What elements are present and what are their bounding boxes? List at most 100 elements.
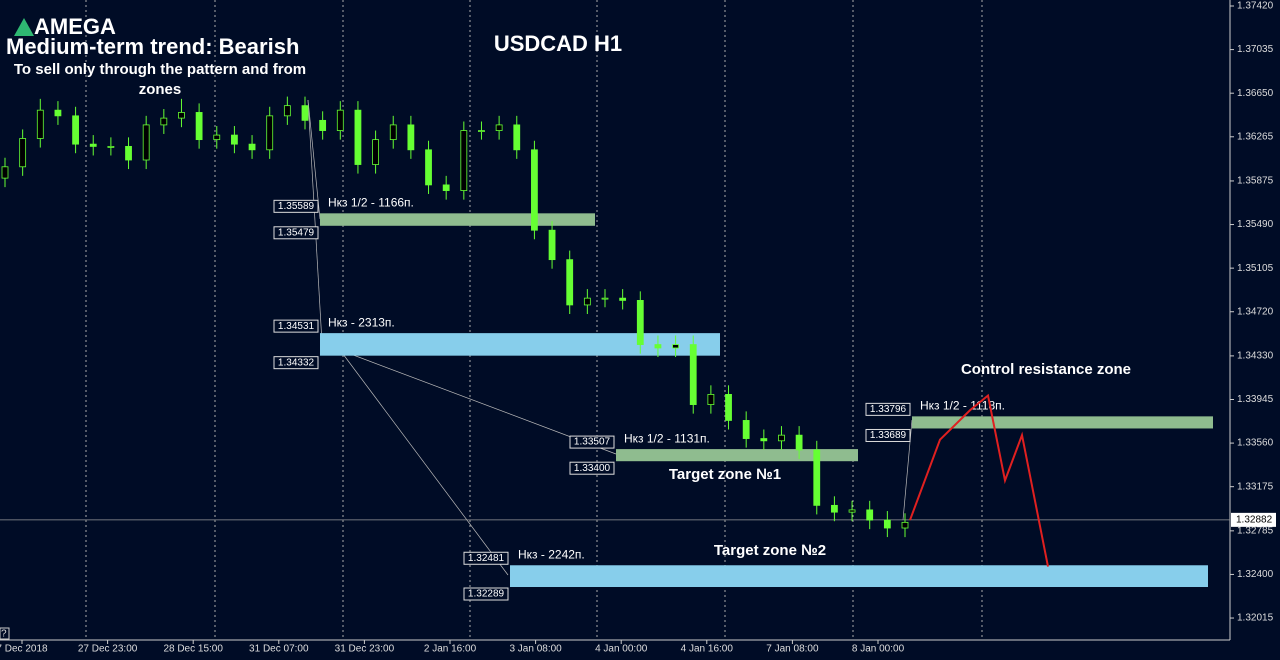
zone-label: Нкз - 2313п. <box>328 315 395 329</box>
y-tick-label: 1.34720 <box>1237 306 1274 317</box>
candle-body <box>283 105 291 117</box>
price-box-label: 1.33400 <box>574 463 611 474</box>
y-tick-label: 1.35105 <box>1237 263 1274 274</box>
price-box-label: 1.33796 <box>870 404 907 415</box>
candle-body <box>389 124 397 141</box>
price-box <box>865 428 911 442</box>
candle-body <box>1 166 9 179</box>
candle-body <box>495 124 503 131</box>
candle-body <box>160 117 168 126</box>
annotation: Target zone №2 <box>714 542 826 559</box>
candle-body <box>354 109 362 165</box>
candle-body <box>89 143 97 147</box>
candle-body <box>619 297 627 301</box>
candle-body <box>336 109 344 131</box>
candle-body <box>654 344 662 349</box>
price-box <box>273 226 319 240</box>
price-box <box>569 461 615 475</box>
candle-body <box>583 297 591 306</box>
candle-body <box>442 184 450 191</box>
help-box <box>0 627 10 640</box>
y-tick-label: 1.37035 <box>1237 44 1274 55</box>
price-box <box>273 356 319 370</box>
candle-body <box>778 434 785 442</box>
logo-icon <box>14 18 34 36</box>
candle-body <box>707 393 715 405</box>
zone-label: Нкз 1/2 - 1118п. <box>920 399 1005 413</box>
x-tick-label: 4 Jan 16:00 <box>681 644 734 655</box>
candle-body <box>54 109 62 117</box>
current-price-box <box>1231 512 1276 527</box>
day-separators <box>85 0 983 640</box>
candle-body <box>107 146 115 148</box>
candle-body <box>425 149 432 186</box>
y-tick-label: 1.32785 <box>1237 525 1274 536</box>
x-tick-label: 27 Dec 23:00 <box>78 644 138 655</box>
forecast-line <box>909 393 1049 567</box>
price-box-label: 1.35589 <box>278 201 315 212</box>
y-tick-label: 1.33560 <box>1237 438 1274 449</box>
candle-body <box>672 344 679 349</box>
help: ? <box>1 629 7 640</box>
price-box <box>273 319 319 333</box>
candle-body <box>689 344 697 405</box>
x-tick-label: 3 Jan 08:00 <box>509 644 562 655</box>
candle-body <box>901 521 909 529</box>
candle-body <box>795 434 803 451</box>
candle-body <box>72 115 79 145</box>
candle-body <box>248 143 256 151</box>
brand: AMEGA <box>34 14 116 39</box>
candle-body <box>831 504 838 513</box>
x-tick-label: 7 Jan 08:00 <box>766 644 819 655</box>
zone <box>912 416 1213 429</box>
zone <box>320 333 720 356</box>
note-box: To sell only through the pattern and fro… <box>14 61 306 98</box>
y-tick-label: 1.35490 <box>1237 219 1274 230</box>
chart-title: USDCAD H1 <box>494 31 622 56</box>
candle-body <box>301 105 309 121</box>
price-box-label: 1.34332 <box>278 357 315 368</box>
candle-body <box>231 134 238 145</box>
price-box-label: 1.33689 <box>870 430 907 441</box>
candle-body <box>513 124 521 151</box>
current-price-label: 1.32882 <box>1236 514 1273 525</box>
y-tick-label: 1.36265 <box>1237 131 1274 142</box>
candle-body <box>178 112 185 119</box>
annotation: Target zone №1 <box>669 466 781 483</box>
candle-body <box>266 115 274 151</box>
price-box-label: 1.33507 <box>574 437 611 448</box>
price-box-label: 1.34531 <box>278 321 315 332</box>
price-box <box>463 551 509 565</box>
x-tick-label: 2 Jan 16:00 <box>424 644 477 655</box>
y-tick-label: 1.32400 <box>1237 569 1274 580</box>
candle-body <box>319 119 327 131</box>
candle-body <box>566 259 574 306</box>
y-tick-label: 1.34330 <box>1237 351 1274 362</box>
zone <box>616 449 858 462</box>
candle-body <box>213 134 221 141</box>
x-tick-label: 31 Dec 23:00 <box>335 644 395 655</box>
candle-body <box>813 449 821 506</box>
price-box-label: 1.32481 <box>468 553 505 564</box>
price-box <box>569 435 615 449</box>
candle-body <box>548 229 556 261</box>
price-box-label: 1.32289 <box>468 589 505 600</box>
candle-body <box>407 124 415 151</box>
zone <box>320 213 595 226</box>
y-tick-label: 1.32015 <box>1237 613 1274 624</box>
x-tick-label: 31 Dec 07:00 <box>249 644 309 655</box>
candle-body <box>742 420 750 439</box>
candle-body <box>372 139 379 165</box>
trend: Medium-term trend: Bearish <box>6 34 299 59</box>
candle-body <box>36 109 44 139</box>
candle-body <box>125 146 132 161</box>
x-tick-label: 28 Dec 15:00 <box>163 644 223 655</box>
y-tick-label: 1.33175 <box>1237 481 1274 492</box>
candle-body <box>195 112 203 141</box>
candle-body <box>478 130 485 132</box>
y-tick-label: 1.35875 <box>1237 176 1274 187</box>
x-tick-label: 8 Jan 00:00 <box>852 644 905 655</box>
y-tick-label: 1.36650 <box>1237 88 1274 99</box>
candle-body <box>636 300 644 345</box>
